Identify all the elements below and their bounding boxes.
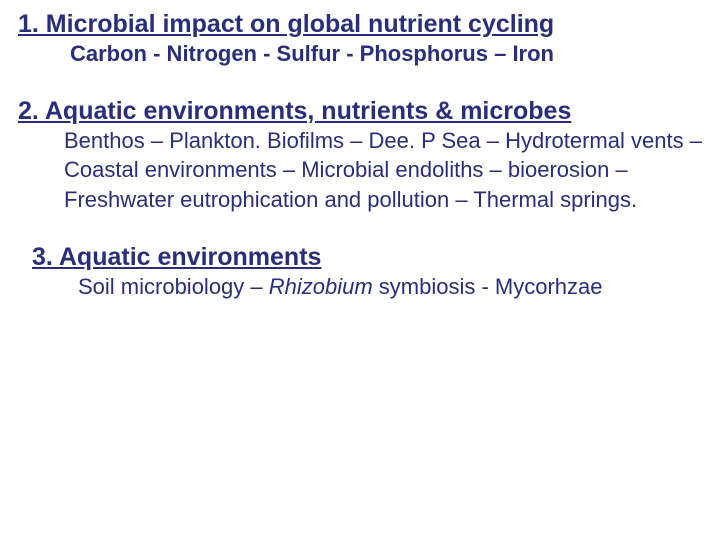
subtext-3-prefix: Soil microbiology – — [78, 274, 269, 299]
section-2: 2. Aquatic environments, nutrients & mic… — [0, 97, 720, 215]
heading-2: 2. Aquatic environments, nutrients & mic… — [0, 97, 720, 126]
heading-3: 3. Aquatic environments — [0, 243, 720, 272]
subtext-3: Soil microbiology – Rhizobium symbiosis … — [0, 272, 720, 302]
subtext-3-suffix: symbiosis - Mycorhzae — [373, 274, 603, 299]
subtext-2: Benthos – Plankton. Biofilms – Dee. P Se… — [0, 126, 720, 215]
section-1: 1. Microbial impact on global nutrient c… — [0, 10, 720, 69]
subtext-3-italic: Rhizobium — [269, 274, 373, 299]
section-3: 3. Aquatic environments Soil microbiolog… — [0, 243, 720, 302]
heading-1: 1. Microbial impact on global nutrient c… — [0, 10, 720, 39]
subtext-1: Carbon - Nitrogen - Sulfur - Phosphorus … — [0, 39, 720, 69]
